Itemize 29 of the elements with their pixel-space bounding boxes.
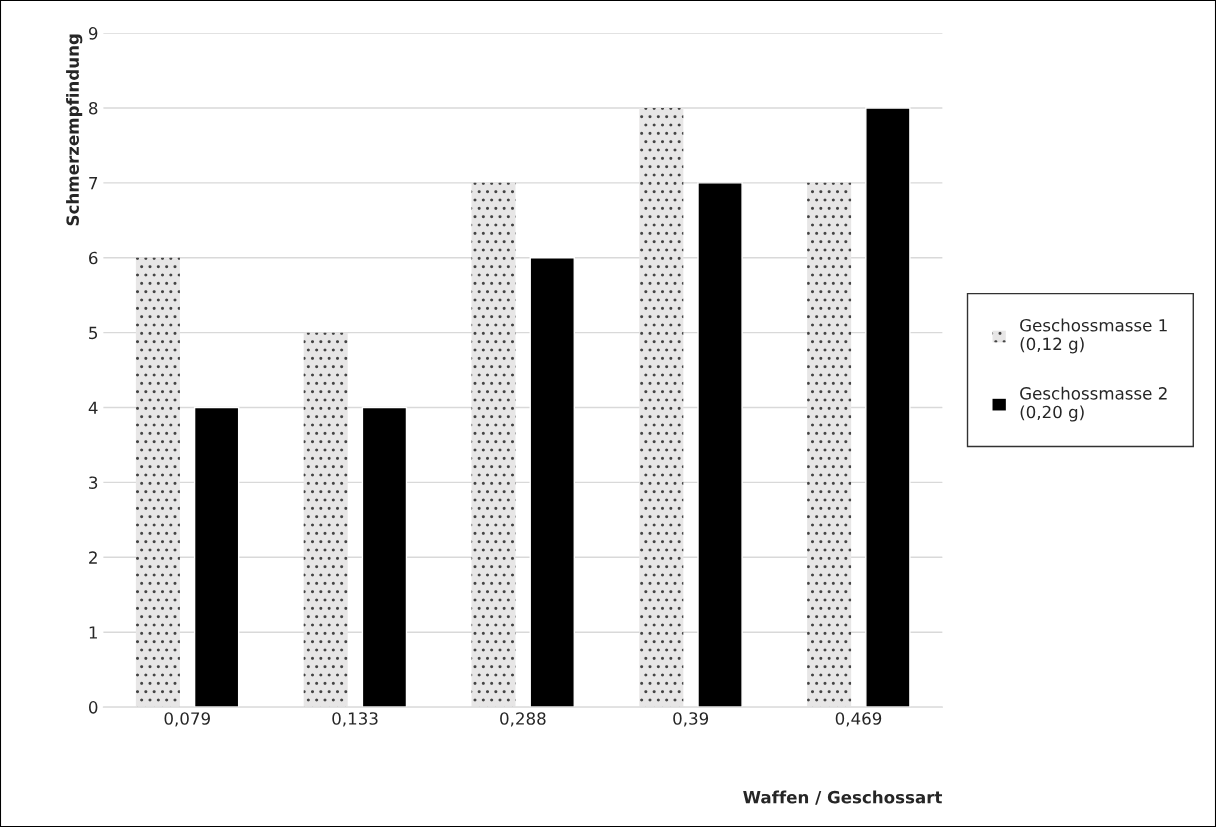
x-tick-label: 0,133 bbox=[332, 712, 378, 727]
y-tick-label: 1 bbox=[89, 626, 97, 639]
y-tick-label: 4 bbox=[88, 401, 98, 414]
bar bbox=[865, 107, 911, 708]
y-tick-label: 6 bbox=[89, 251, 98, 265]
bar bbox=[303, 332, 348, 708]
y-tick-label: 8 bbox=[89, 101, 98, 115]
bar bbox=[697, 182, 743, 708]
bar bbox=[135, 257, 180, 708]
y-tick-label: 0 bbox=[88, 701, 98, 714]
y-tick-label: 5 bbox=[89, 326, 98, 340]
x-tick-label: 0,469 bbox=[835, 712, 882, 727]
y-tick-label: 2 bbox=[89, 551, 97, 564]
bar bbox=[807, 182, 852, 708]
y-tick-label: 3 bbox=[89, 476, 98, 489]
legend-label: Geschossmasse 2 (0,20 g) bbox=[1020, 386, 1167, 422]
x-tick-label: 0,288 bbox=[500, 712, 546, 727]
x-axis-title: Waffen / Geschossart bbox=[743, 790, 943, 805]
bar bbox=[471, 182, 516, 708]
y-tick-label: 7 bbox=[89, 177, 98, 190]
bar bbox=[193, 406, 240, 708]
y-axis-title: Schmerzempfindung bbox=[66, 34, 83, 226]
legend-label: Geschossmasse 1 (0,12 g) bbox=[1020, 318, 1167, 354]
x-tick-label: 0,079 bbox=[164, 712, 210, 727]
y-tick-label: 9 bbox=[88, 27, 98, 40]
bar bbox=[639, 107, 684, 708]
x-tick-label: 0,39 bbox=[673, 712, 709, 727]
bar bbox=[529, 257, 575, 708]
bar bbox=[361, 406, 408, 708]
